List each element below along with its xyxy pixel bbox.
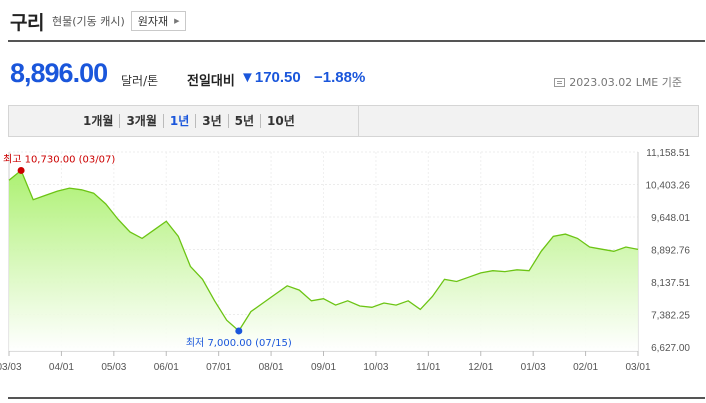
x-tick-label: 03/01	[625, 362, 650, 373]
tabs-divider	[358, 106, 359, 136]
change-percent: −1.88%	[314, 69, 366, 86]
high-label: 최고 10,730.00 (03/07)	[3, 153, 115, 165]
change-value: ▼170.50	[240, 69, 301, 86]
x-tick-label: 12/01	[468, 362, 493, 373]
x-tick-label: 08/01	[259, 362, 284, 373]
x-tick-label: 06/01	[154, 362, 179, 373]
tab-period-2[interactable]: 1년	[162, 114, 195, 128]
low-point	[235, 327, 243, 335]
price-chart: 11,158.51 10,403.26 9,648.01 8,892.76 8,137.…	[0, 148, 691, 373]
tab-period-5[interactable]: 10년	[260, 114, 301, 128]
triangle-right-icon: ▶	[174, 17, 180, 25]
raw-material-button[interactable]: 원자재 ▶	[130, 11, 186, 31]
quote-date-info: 2023.03.02 LME 기준	[554, 74, 682, 90]
current-price: 8,896.00	[10, 58, 108, 88]
y-axis: 11,158.51 10,403.26 9,648.01 8,892.76 8,137.…	[646, 148, 691, 354]
change-label: 전일대비	[187, 74, 235, 89]
y-tick-label: 7,382.25	[651, 311, 690, 322]
y-tick-label: 6,627.00	[651, 343, 690, 354]
tab-period-3[interactable]: 3년	[195, 114, 227, 128]
raw-material-button-label: 원자재	[137, 15, 169, 28]
price-line	[8, 169, 639, 332]
extreme-markers: 최고 10,730.00 (03/07) 최저 7,000.00 (07/15)	[3, 153, 292, 349]
bottom-divider	[8, 397, 705, 399]
tab-period-1[interactable]: 3개월	[119, 114, 162, 128]
x-tick-label: 07/01	[206, 362, 231, 373]
price-area	[9, 170, 638, 351]
tab-period-4[interactable]: 5년	[227, 114, 260, 128]
x-tick-label: 01/03	[521, 362, 546, 373]
x-tick-label: 04/01	[49, 362, 74, 373]
quote-source: LME 기준	[635, 76, 682, 89]
x-tick-label: 03/03	[0, 362, 22, 373]
quote-row: 8,896.00 달러/톤 전일대비 ▼170.50 −1.88% 2023.0…	[10, 58, 700, 94]
y-tick-label: 8,137.51	[651, 278, 690, 289]
y-tick-label: 10,403.26	[646, 181, 691, 192]
x-tick-label: 05/03	[101, 362, 126, 373]
x-tick-label: 10/03	[363, 362, 388, 373]
x-tick-label: 11/01	[416, 362, 441, 373]
calendar-icon	[554, 77, 566, 87]
period-tabs-bar: 1개월 3개월 1년 3년 5년 10년	[8, 105, 699, 137]
low-label: 최저 7,000.00 (07/15)	[186, 337, 292, 349]
x-tick-label: 09/01	[311, 362, 336, 373]
x-tick-label: 02/01	[573, 362, 598, 373]
period-tabs: 1개월 3개월 1년 3년 5년 10년	[77, 114, 301, 128]
price-unit: 달러/톤	[121, 74, 159, 88]
y-tick-label: 8,892.76	[651, 246, 690, 257]
quote-date: 2023.03.02	[569, 75, 633, 89]
y-tick-label: 9,648.01	[651, 213, 690, 224]
y-tick-label: 11,158.51	[646, 148, 690, 159]
header: 구리 현물(기동 캐시) 원자재 ▶	[10, 8, 186, 34]
tab-period-0[interactable]: 1개월	[83, 114, 114, 128]
high-point	[17, 166, 25, 174]
page-title: 구리	[10, 11, 44, 34]
top-divider	[8, 40, 705, 42]
x-axis: 03/03 04/01 05/03 06/01 07/01 08/01 09/01 10/03…	[0, 351, 651, 373]
page-subtitle: 현물(기동 캐시)	[51, 15, 125, 28]
